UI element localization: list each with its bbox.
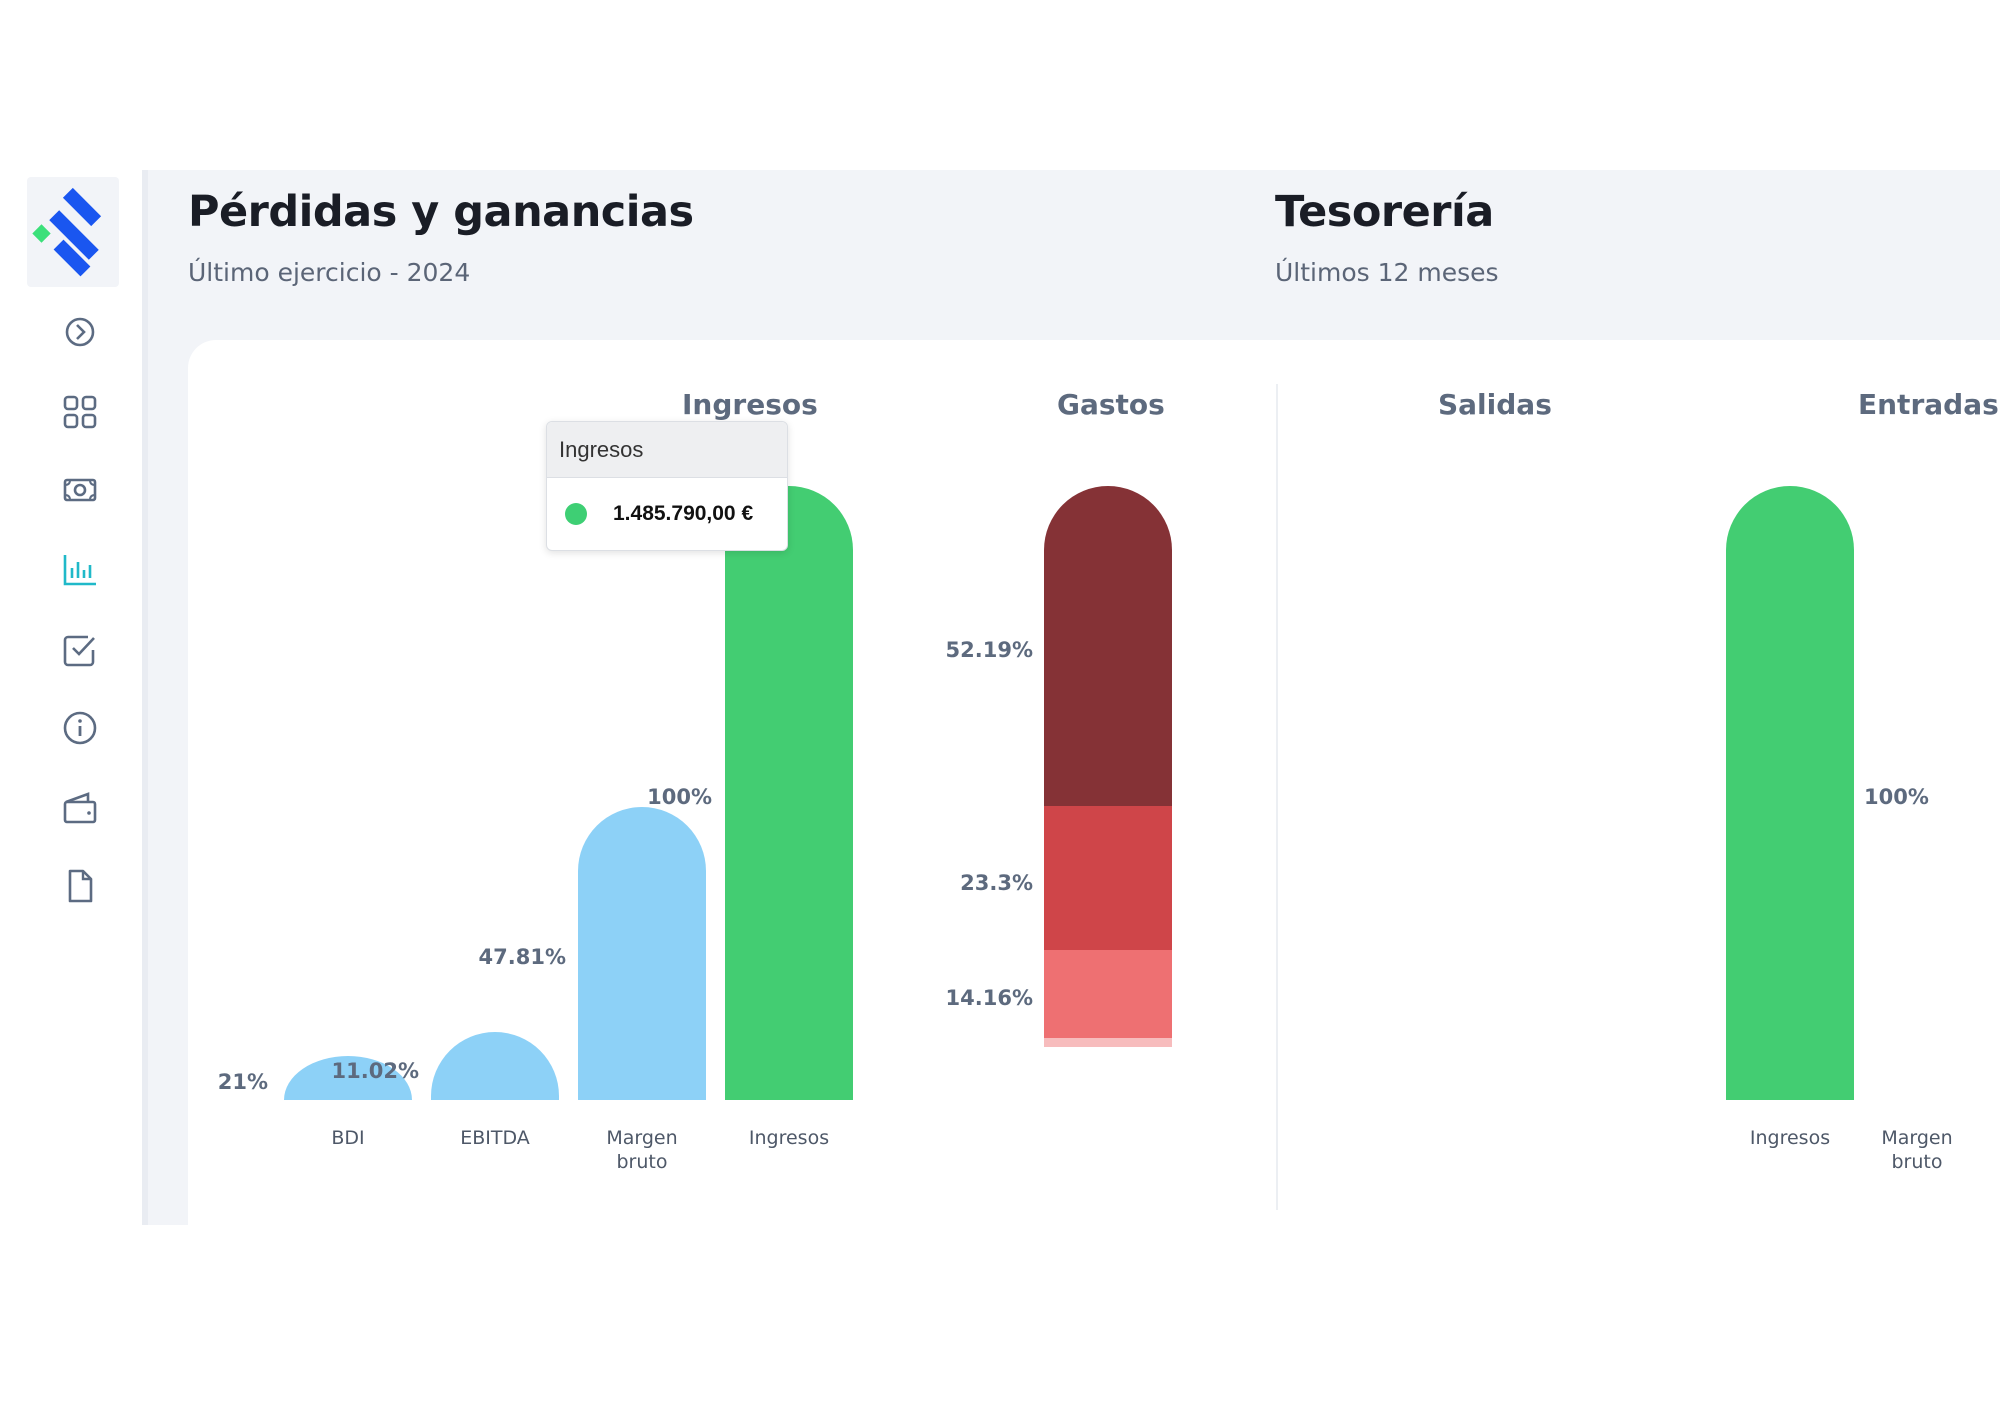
checkbox-icon [63, 635, 95, 667]
bar-bdi [284, 1056, 412, 1100]
category-label: bruto [617, 1151, 668, 1173]
brand-logo-icon [32, 187, 102, 277]
gastos-segment [1044, 806, 1172, 950]
salidas-chart-title: Salidas [1438, 388, 1552, 421]
dashboard-grid-icon [63, 395, 97, 429]
gastos-segment [1044, 1038, 1172, 1047]
panel-edge [142, 170, 148, 1225]
ingresos-chart-title: Ingresos [682, 388, 818, 421]
nav-document-button[interactable] [55, 861, 105, 911]
category-label: Margen [1881, 1127, 1952, 1149]
pyg-subtitle: Último ejercicio - 2024 [188, 258, 471, 287]
gastos-segment [1044, 950, 1172, 1038]
tooltip-title: Ingresos [547, 422, 787, 478]
info-icon [63, 711, 97, 745]
tesoreria-subtitle: Últimos 12 meses [1275, 258, 1499, 287]
bar-chart-icon [63, 555, 96, 586]
category-label: Margen [606, 1127, 677, 1149]
nav-wallet-button[interactable] [55, 783, 105, 833]
entradas-chart-title: Entradas [1858, 388, 1999, 421]
sidebar [27, 177, 145, 1227]
value-label: 47.81% [479, 945, 566, 969]
nav-dashboard-grid-button[interactable] [55, 387, 105, 437]
category-label: Ingresos [1750, 1127, 1830, 1149]
bar-margen-bruto [578, 807, 706, 1100]
value-label: 100% [647, 785, 712, 809]
value-label: 21% [218, 1070, 268, 1094]
value-label: 14.16% [946, 986, 1033, 1010]
bar-ingresos [725, 486, 853, 1100]
nav-chevron-right-circle-button[interactable] [55, 307, 105, 357]
tooltip-body: 1.485.790,00 € [547, 478, 787, 550]
tooltip-value: 1.485.790,00 € [613, 502, 754, 525]
gastos-segment [1044, 486, 1172, 806]
bar-entradas-ingresos [1726, 486, 1854, 1100]
category-label: BDI [331, 1127, 364, 1149]
card-divider [1276, 384, 1278, 1210]
pyg-title: Pérdidas y ganancias [188, 187, 694, 237]
nav-checkbox-button[interactable] [55, 625, 105, 675]
value-label: 52.19% [946, 638, 1033, 662]
wallet-icon [63, 792, 97, 824]
category-label: EBITDA [460, 1127, 530, 1149]
value-label: 23.3% [960, 871, 1033, 895]
value-label: 11.02% [332, 1059, 419, 1083]
chevron-right-circle-icon [65, 317, 95, 347]
bar-ebitda [431, 1032, 559, 1100]
tooltip-series-dot [565, 503, 587, 525]
nav-info-button[interactable] [55, 703, 105, 753]
tesoreria-title: Tesorería [1275, 187, 1494, 237]
money-bill-icon [63, 478, 97, 502]
gastos-chart-title: Gastos [1057, 388, 1165, 421]
document-icon [68, 869, 93, 903]
nav-bar-chart-button[interactable] [55, 545, 105, 595]
category-label: bruto [1892, 1151, 1943, 1173]
category-label: Ingresos [749, 1127, 829, 1149]
value-label: 100% [1864, 785, 1929, 809]
brand-logo[interactable] [27, 177, 119, 287]
nav-money-bill-button[interactable] [55, 465, 105, 515]
chart-tooltip: Ingresos 1.485.790,00 € [546, 421, 788, 551]
